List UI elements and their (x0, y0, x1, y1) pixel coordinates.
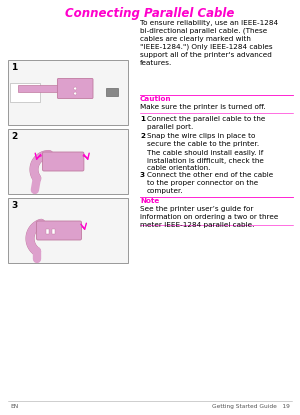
Text: See the printer user’s guide for
information on ordering a two or three
meter IE: See the printer user’s guide for informa… (140, 206, 278, 227)
Bar (106, 88, 119, 97)
Text: 3: 3 (11, 201, 17, 210)
Bar (8, 129, 128, 194)
Circle shape (74, 87, 77, 90)
Text: 2: 2 (140, 133, 145, 139)
Text: To ensure reliability, use an IEEE-1284
bi-directional parallel cable. (These
ca: To ensure reliability, use an IEEE-1284 … (140, 20, 278, 66)
Text: 1: 1 (11, 63, 17, 72)
Text: Connect the other end of the cable
to the proper connector on the
computer.: Connect the other end of the cable to th… (147, 172, 273, 193)
Text: 3: 3 (140, 172, 145, 178)
Bar (8, 198, 128, 263)
Text: Connect the parallel cable to the
parallel port.: Connect the parallel cable to the parall… (147, 116, 266, 130)
Circle shape (74, 92, 77, 95)
Text: Caution: Caution (140, 96, 172, 102)
FancyArrow shape (18, 85, 60, 92)
Text: The cable should install easily. If
installation is difficult, check the
cable o: The cable should install easily. If inst… (147, 150, 264, 171)
Bar (10, 83, 40, 102)
Text: 2: 2 (11, 132, 17, 141)
FancyBboxPatch shape (57, 78, 93, 98)
Bar (52, 229, 55, 234)
Text: 1: 1 (140, 116, 145, 122)
Text: EN: EN (10, 404, 18, 409)
Text: Note: Note (140, 198, 159, 204)
Text: Connecting Parallel Cable: Connecting Parallel Cable (65, 7, 235, 20)
Bar (46, 229, 49, 234)
Bar (8, 60, 128, 125)
FancyBboxPatch shape (37, 221, 82, 240)
FancyBboxPatch shape (43, 152, 84, 171)
Text: Getting Started Guide   19: Getting Started Guide 19 (212, 404, 290, 409)
Text: Snap the wire clips in place to
secure the cable to the printer.: Snap the wire clips in place to secure t… (147, 133, 259, 147)
Text: Make sure the printer is turned off.: Make sure the printer is turned off. (140, 104, 266, 110)
